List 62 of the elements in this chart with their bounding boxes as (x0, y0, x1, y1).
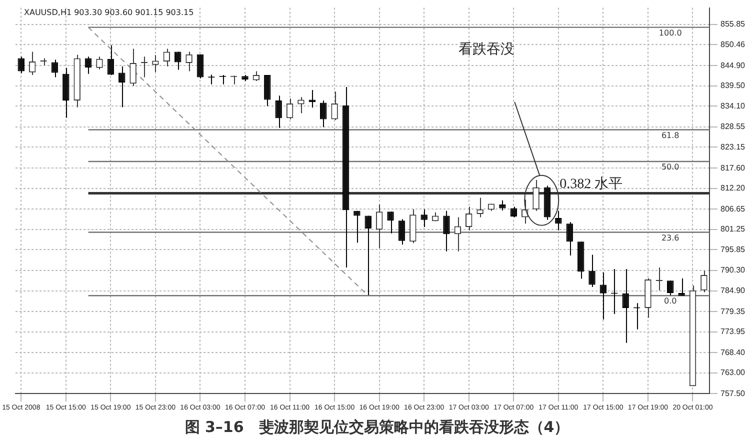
candlestick (152, 54, 159, 72)
annotation: 61.8 (661, 130, 680, 140)
candlestick (118, 66, 126, 108)
y-tick-label: 823.15 (720, 142, 746, 152)
candlestick (354, 210, 360, 244)
y-tick-label: 757.50 (720, 388, 746, 398)
candlestick (678, 278, 685, 296)
candlestick (196, 54, 204, 79)
y-tick-label: 812.20 (720, 184, 746, 193)
candlestick (18, 56, 24, 74)
y-tick-label: 850.46 (720, 40, 746, 49)
candlestick (466, 206, 472, 231)
y-tick-label: 768.40 (720, 348, 746, 357)
candlestick (588, 254, 596, 288)
candlestick (320, 100, 327, 128)
y-tick-label: 828.55 (720, 122, 746, 132)
text: 图 3–16 斐波那契见位交易策略中的看跌吞没形态（4） (184, 418, 570, 437)
y-tick-label: 839.50 (720, 81, 746, 90)
y-tick-label: 784.90 (720, 286, 746, 295)
annotation: 23.6 (661, 233, 680, 242)
y-tick-label: 763.00 (720, 368, 746, 378)
y-tick-label: 806.65 (720, 204, 746, 214)
candlestick (499, 200, 506, 211)
candlestick (140, 56, 148, 78)
candlestick (622, 268, 629, 344)
candlestick (387, 211, 394, 234)
candlestick (286, 98, 294, 120)
candlestick (420, 208, 428, 228)
candlestick (454, 216, 462, 252)
candlestick (398, 218, 406, 246)
annotation: 100.0 (658, 28, 682, 38)
y-tick-label: 855.85 (720, 20, 746, 29)
candlestick (130, 48, 136, 86)
annotation: 0.0 (664, 296, 677, 306)
candlestick (264, 74, 271, 107)
y-tick-label: 817.60 (720, 163, 746, 172)
y-tick-label: 790.30 (720, 266, 746, 275)
candlestick (107, 44, 114, 76)
candlestick (376, 204, 383, 248)
candlestick (476, 197, 484, 218)
y-tick-label: 834.10 (720, 101, 746, 110)
candlestick (298, 96, 304, 114)
y-tick-label: 779.35 (720, 306, 746, 316)
candlestick (443, 210, 450, 252)
y-tick-label: 773.95 (720, 327, 746, 336)
annotation: 看跌吞没 (458, 42, 515, 58)
candlestick (666, 280, 674, 296)
candlestick (555, 210, 562, 231)
annotation: 50.0 (661, 162, 680, 172)
y-tick-label: 795.85 (720, 244, 746, 254)
candlestick (331, 90, 338, 121)
candlestick (700, 270, 708, 293)
candlestick (566, 222, 573, 256)
y-tick-label: 844.90 (720, 60, 746, 70)
y-tick-label: 801.25 (720, 224, 746, 234)
candlestick (275, 95, 282, 128)
candlestick (600, 272, 607, 320)
candlestick (308, 89, 316, 108)
candlestick (656, 267, 663, 291)
candlestick (364, 215, 372, 296)
chart-subtitle: XAUUSD,H1 903.30 903.60 901.15 903.15 (24, 8, 194, 17)
annotation: 0.382 水平 (560, 176, 623, 192)
